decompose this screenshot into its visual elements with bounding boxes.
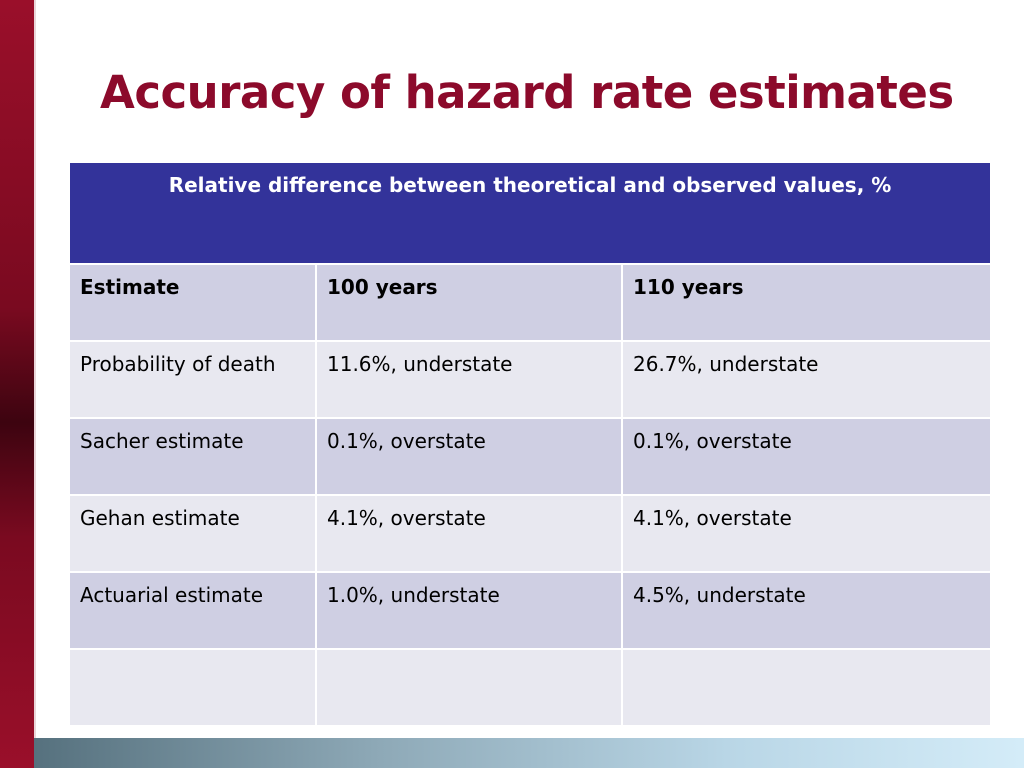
table-cell: Gehan estimate bbox=[68, 494, 317, 573]
table-cell: 4.1%, overstate bbox=[315, 494, 623, 573]
table-header-row: Estimate 100 years 110 years bbox=[68, 263, 993, 342]
table-cell: 4.5%, understate bbox=[620, 571, 993, 650]
header-100-years: 100 years bbox=[315, 263, 623, 342]
table-cell bbox=[68, 648, 317, 727]
table-cell: Actuarial estimate bbox=[68, 571, 317, 650]
table-caption-row: Relative difference between theoretical … bbox=[67, 161, 993, 265]
bottom-gradient-bar bbox=[34, 738, 1024, 768]
left-accent-bar bbox=[0, 0, 34, 768]
header-110-years: 110 years bbox=[620, 263, 993, 342]
table-row: Gehan estimate 4.1%, overstate 4.1%, ove… bbox=[68, 494, 993, 573]
slide-title: Accuracy of hazard rate estimates bbox=[100, 66, 954, 119]
left-accent-edge bbox=[34, 0, 36, 768]
table-row-empty bbox=[68, 648, 993, 727]
table-cell: 4.1%, overstate bbox=[620, 494, 993, 573]
table-cell: 1.0%, understate bbox=[315, 571, 623, 650]
header-estimate: Estimate bbox=[68, 263, 317, 342]
table-cell: 0.1%, overstate bbox=[620, 417, 993, 496]
table-cell: Sacher estimate bbox=[68, 417, 317, 496]
table-cell: 0.1%, overstate bbox=[315, 417, 623, 496]
table-cell bbox=[620, 648, 993, 727]
table-row: Sacher estimate 0.1%, overstate 0.1%, ov… bbox=[68, 417, 993, 496]
table-cell: Probability of death bbox=[68, 340, 317, 419]
table-caption: Relative difference between theoretical … bbox=[67, 161, 993, 265]
results-table: Relative difference between theoretical … bbox=[67, 161, 993, 727]
table-cell: 26.7%, understate bbox=[620, 340, 993, 419]
table-row: Probability of death 11.6%, understate 2… bbox=[68, 340, 993, 419]
table-cell: 11.6%, understate bbox=[315, 340, 623, 419]
table-cell bbox=[315, 648, 623, 727]
table-row: Actuarial estimate 1.0%, understate 4.5%… bbox=[68, 571, 993, 650]
